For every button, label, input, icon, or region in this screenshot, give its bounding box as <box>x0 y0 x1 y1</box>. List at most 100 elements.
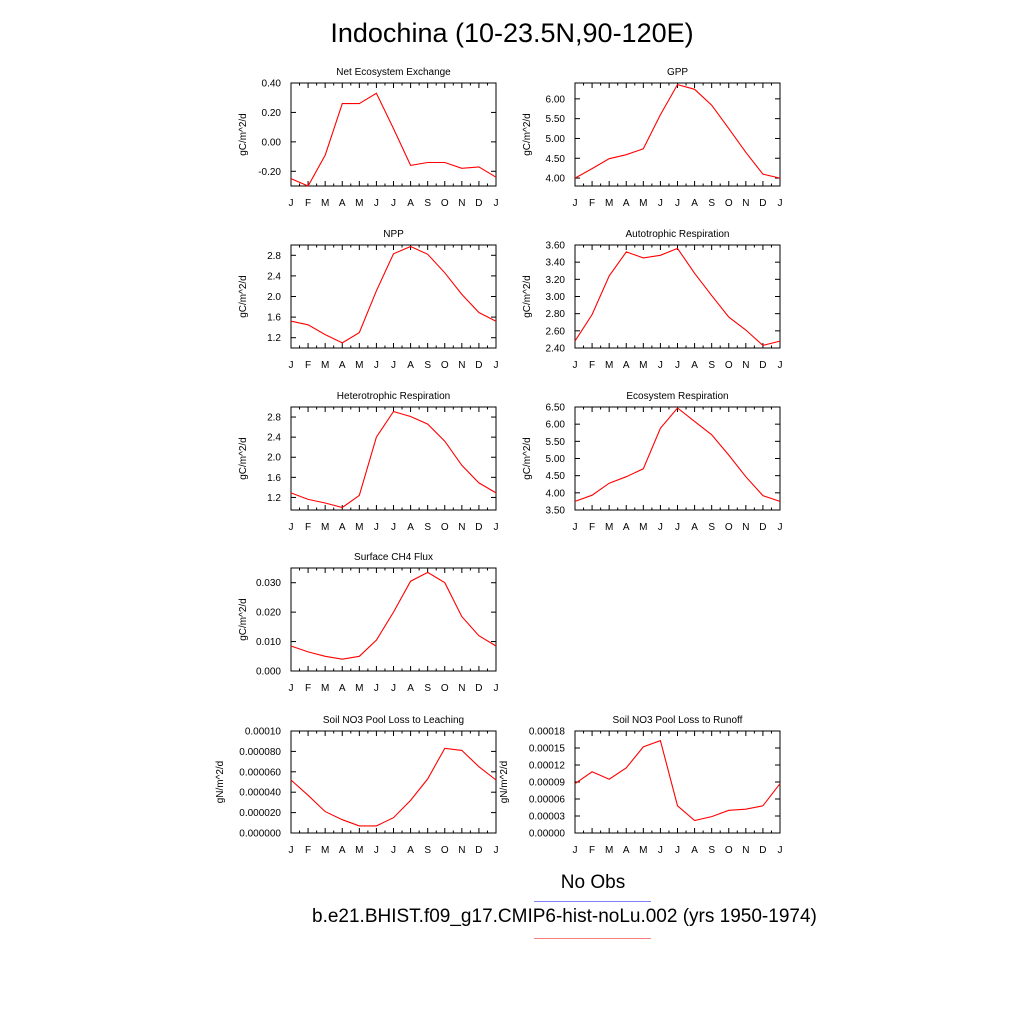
y-tick-label: 2.0 <box>267 453 281 464</box>
x-tick-label: M <box>605 360 613 371</box>
x-tick-label: D <box>475 522 482 533</box>
x-tick-label: N <box>742 845 749 856</box>
x-tick-label: M <box>639 360 647 371</box>
x-tick-label: J <box>374 845 379 856</box>
series-line <box>290 747 497 827</box>
x-tick-label: O <box>441 683 449 694</box>
y-tick-label: 0.020 <box>256 608 281 619</box>
x-tick-label: A <box>407 198 414 209</box>
y-tick-label: 4.00 <box>546 488 566 499</box>
y-tick-label: 0.000020 <box>239 808 281 819</box>
plot-frame <box>290 82 497 187</box>
y-tick-label: 1.6 <box>267 313 281 324</box>
y-axis-label: gC/m^2/d <box>522 275 533 318</box>
x-tick-label: J <box>778 845 783 856</box>
x-tick-label: O <box>441 198 449 209</box>
x-tick-label: M <box>321 683 329 694</box>
x-tick-label: N <box>742 360 749 371</box>
x-tick-label: J <box>675 360 680 371</box>
y-tick-label: 3.00 <box>546 292 566 303</box>
x-tick-label: S <box>424 845 431 856</box>
x-tick-label: D <box>759 522 766 533</box>
x-tick-label: J <box>658 198 663 209</box>
y-tick-label: 0.000060 <box>239 767 281 778</box>
x-tick-label: M <box>639 522 647 533</box>
x-tick-label: A <box>623 522 630 533</box>
y-tick-label: 0.20 <box>262 108 282 119</box>
y-axis-label: gC/m^2/d <box>522 437 533 480</box>
x-tick-label: F <box>589 198 595 209</box>
y-tick-label: 2.40 <box>546 344 566 355</box>
x-tick-label: J <box>778 360 783 371</box>
x-tick-label: F <box>305 845 311 856</box>
series-line <box>574 739 781 822</box>
x-tick-label: N <box>458 360 465 371</box>
panel-title: Soil NO3 Pool Loss to Leaching <box>323 715 464 726</box>
x-tick-label: M <box>639 845 647 856</box>
series-line <box>290 245 497 344</box>
x-tick-label: A <box>407 683 414 694</box>
x-tick-label: M <box>321 198 329 209</box>
x-tick-label: J <box>374 360 379 371</box>
x-tick-label: O <box>441 845 449 856</box>
panel-title: GPP <box>667 67 688 78</box>
x-tick-label: M <box>355 522 363 533</box>
x-tick-label: O <box>441 360 449 371</box>
y-tick-label: 2.0 <box>267 292 281 303</box>
y-tick-label: 3.20 <box>546 275 566 286</box>
legend-obs-label: No Obs <box>560 872 626 893</box>
x-tick-label: N <box>742 198 749 209</box>
y-tick-label: 3.50 <box>546 506 566 517</box>
panel-title: Heterotrophic Respiration <box>337 391 450 402</box>
x-tick-label: M <box>605 845 613 856</box>
x-tick-label: A <box>339 198 346 209</box>
x-tick-label: J <box>391 198 396 209</box>
x-tick-label: O <box>725 198 733 209</box>
x-tick-label: J <box>573 198 578 209</box>
x-tick-label: A <box>407 360 414 371</box>
x-tick-label: A <box>623 360 630 371</box>
x-tick-label: J <box>675 845 680 856</box>
y-tick-label: 0.00012 <box>529 761 566 772</box>
x-tick-label: J <box>675 522 680 533</box>
x-tick-label: M <box>321 522 329 533</box>
legend-case-line <box>534 938 651 939</box>
y-tick-label: 0.010 <box>256 637 281 648</box>
x-tick-label: J <box>658 360 663 371</box>
y-tick-label: 5.00 <box>546 134 566 145</box>
x-tick-label: J <box>374 522 379 533</box>
panel-title: Surface CH4 Flux <box>354 552 433 563</box>
y-axis-label: gN/m^2/d <box>215 761 226 804</box>
x-tick-label: M <box>355 845 363 856</box>
series-line <box>574 83 781 179</box>
x-tick-label: A <box>691 522 698 533</box>
x-tick-label: O <box>725 845 733 856</box>
y-axis-label: gC/m^2/d <box>238 275 249 318</box>
x-tick-label: D <box>759 360 766 371</box>
x-tick-label: J <box>391 845 396 856</box>
y-axis-label: gC/m^2/d <box>238 598 249 641</box>
x-tick-label: A <box>339 522 346 533</box>
x-tick-label: S <box>708 522 715 533</box>
x-tick-label: J <box>374 198 379 209</box>
x-tick-label: J <box>675 198 680 209</box>
y-tick-label: 0.00009 <box>529 778 566 789</box>
x-tick-label: F <box>305 198 311 209</box>
y-tick-label: 6.00 <box>546 420 566 431</box>
x-tick-label: J <box>391 360 396 371</box>
y-tick-label: 1.2 <box>267 493 281 504</box>
x-tick-label: M <box>355 683 363 694</box>
x-tick-label: M <box>321 845 329 856</box>
y-tick-label: 2.4 <box>267 271 281 282</box>
x-tick-label: J <box>289 198 294 209</box>
x-tick-label: O <box>725 360 733 371</box>
y-tick-label: 0.00015 <box>529 744 566 755</box>
series-line <box>290 410 497 509</box>
x-tick-label: J <box>494 360 499 371</box>
x-tick-label: F <box>589 845 595 856</box>
y-tick-label: 3.60 <box>546 241 566 252</box>
x-tick-label: N <box>458 683 465 694</box>
x-tick-label: J <box>658 522 663 533</box>
